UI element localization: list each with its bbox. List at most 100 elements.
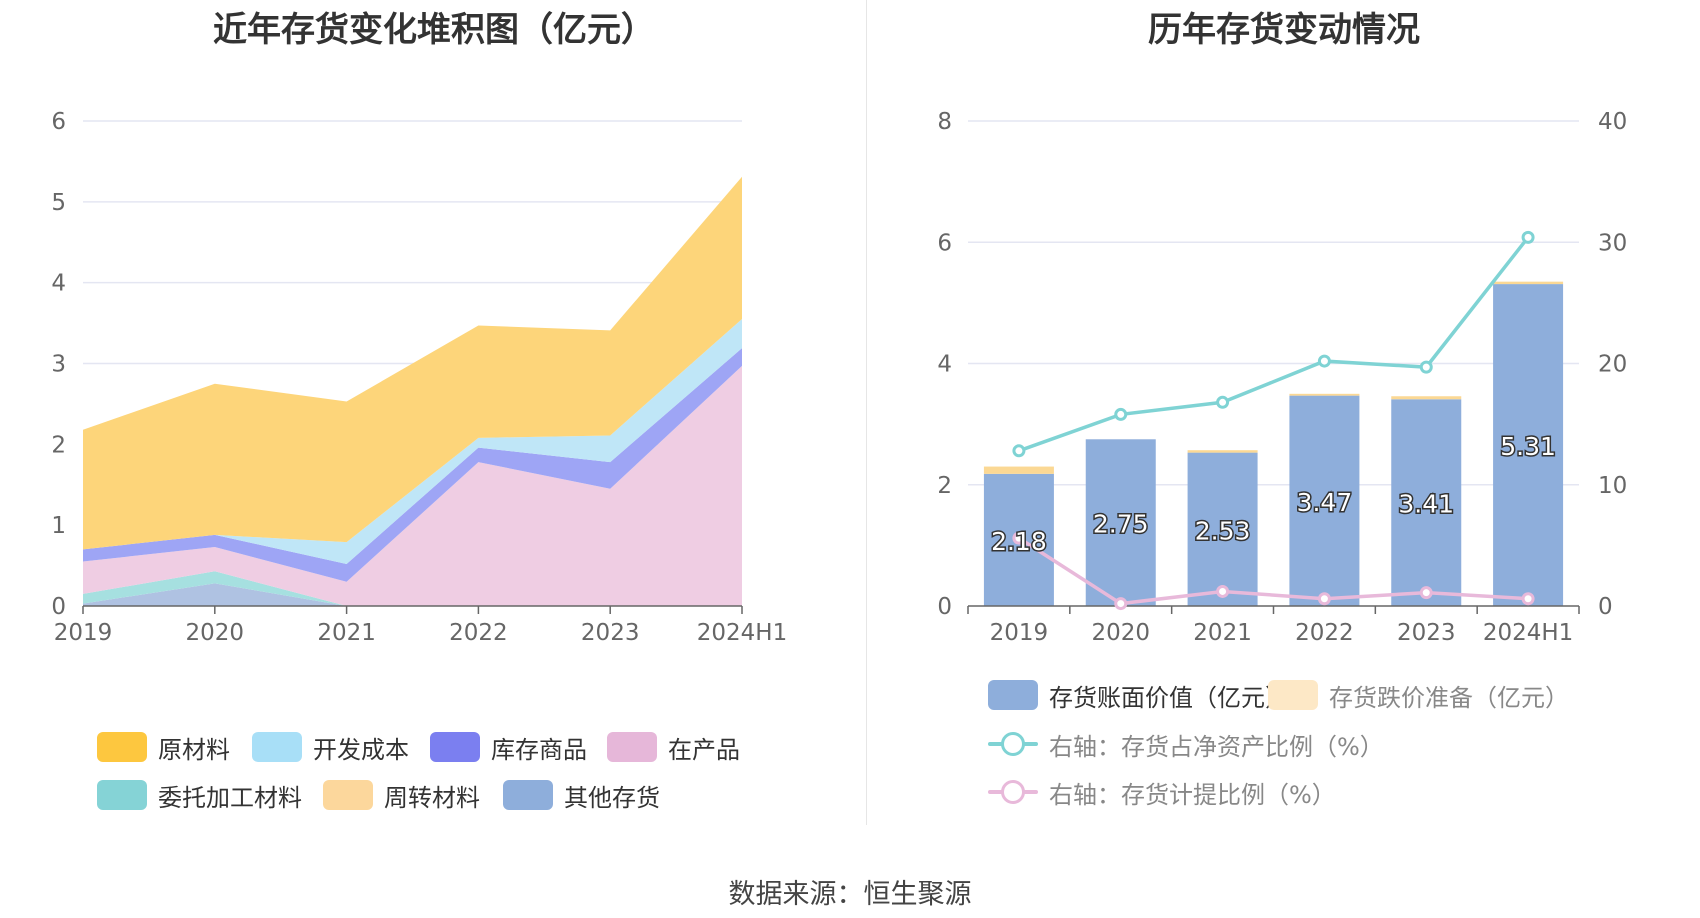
bar-book-value: [1085, 439, 1156, 606]
y-tick-label: 2: [51, 432, 66, 458]
bar-book-value: [1187, 452, 1258, 606]
y-left-tick-label: 8: [937, 109, 952, 135]
legend-swatch: [97, 732, 147, 762]
bar-impairment-reserve: [983, 466, 1054, 474]
legend-item-右轴-存货占净资产比例[interactable]: 右轴：存货占净资产比例（%）: [988, 727, 1384, 761]
bar-value-label: 3.47: [1297, 488, 1353, 517]
bar-impairment-reserve: [1187, 450, 1258, 453]
area-库存商品: [83, 348, 742, 582]
y-right-tick-label: 10: [1598, 473, 1627, 499]
y-right-tick-label: 40: [1598, 109, 1627, 135]
legend-label: 周转材料: [384, 783, 480, 812]
legend-label: 原材料: [158, 735, 230, 764]
line-inventory-to-net-assets-point: [1419, 360, 1433, 374]
y-left-tick-label: 2: [937, 473, 952, 499]
line-provision-ratio-point: [1114, 597, 1128, 611]
legend-label: 库存商品: [491, 735, 587, 764]
bar-book-value: [1289, 395, 1360, 606]
legend-swatch: [323, 780, 373, 810]
y-left-tick-label: 6: [937, 230, 952, 256]
y-tick-label: 6: [51, 109, 66, 135]
line-provision-ratio-point: [1216, 584, 1230, 598]
y-tick-label: 3: [51, 352, 66, 378]
legend-swatch: [1268, 680, 1318, 710]
x-tick-label: 2020: [186, 620, 245, 646]
y-left-tick-label: 0: [937, 594, 952, 620]
y-tick-label: 0: [51, 594, 66, 620]
line-provision-ratio-point: [1317, 592, 1331, 606]
line-inventory-to-net-assets: [1018, 236, 1530, 453]
bar-value-label: 3.41: [1398, 490, 1454, 519]
area-开发成本: [83, 319, 742, 564]
y-left-tick-label: 4: [937, 352, 952, 378]
legend-swatch: [252, 732, 302, 762]
legend-swatch: [430, 732, 480, 762]
legend-label: 右轴：存货占净资产比例（%）: [1049, 732, 1384, 761]
right-chart-title: 历年存货变动情况: [1148, 10, 1420, 50]
y-tick-label: 4: [51, 271, 66, 297]
inventory-change-panel: 历年存货变动情况 0 2 4 6 8 0 10 20 30 40 2019 2020 2021 2022 2…: [868, 0, 1700, 830]
legend-swatch: [97, 780, 147, 810]
legend-item-周转材料[interactable]: 周转材料: [323, 778, 480, 812]
legend-swatch: [503, 780, 553, 810]
line-inventory-to-net-assets-point: [1216, 395, 1230, 409]
x-tick-label: 2019: [54, 620, 113, 646]
legend-item-存货跌价准备-亿元[interactable]: 存货跌价准备（亿元）: [1268, 678, 1569, 712]
y-right-tick-label: 20: [1598, 352, 1627, 378]
x-tick-label: 2022: [449, 620, 508, 646]
y-tick-label: 5: [51, 190, 66, 216]
bar-line-combo-chart: 0 2 4 6 8 0 10 20 30 40 2019 2020 2021 2022 2023 2024H1…: [937, 109, 1627, 646]
area-原材料: [83, 176, 742, 550]
legend-swatch: [988, 777, 1038, 807]
bar-value-label: 5.31: [1500, 432, 1556, 461]
line-provision-ratio: [1017, 536, 1529, 606]
left-chart-title: 近年存货变化堆积图（亿元）: [213, 10, 655, 50]
legend-swatch: [988, 680, 1038, 710]
line-provision-ratio-point: [1521, 592, 1535, 606]
x-tick-label: 2024H1: [1483, 620, 1573, 646]
y-tick-label: 1: [51, 513, 66, 539]
x-tick-label: 2022: [1295, 620, 1354, 646]
area-在产品: [83, 365, 742, 606]
legend-label: 右轴：存货计提比例（%）: [1049, 780, 1336, 809]
legend-label: 在产品: [668, 735, 740, 764]
y-right-tick-label: 30: [1598, 230, 1627, 256]
legend-item-委托加工材料[interactable]: 委托加工材料: [97, 778, 302, 812]
area-其他存货: [83, 583, 742, 606]
legend-item-原材料[interactable]: 原材料: [97, 730, 230, 764]
x-tick-label: 2021: [317, 620, 376, 646]
bar-impairment-reserve: [1289, 393, 1360, 396]
x-tick-label: 2023: [1397, 620, 1456, 646]
legend-item-开发成本[interactable]: 开发成本: [252, 730, 409, 764]
bar-impairment-reserve: [1391, 396, 1462, 400]
y-right-tick-label: 0: [1598, 594, 1613, 620]
legend-item-在产品[interactable]: 在产品: [607, 730, 740, 764]
data-source-note: 数据来源：恒生聚源: [728, 879, 972, 910]
x-tick-label: 2021: [1193, 620, 1252, 646]
legend-label: 存货跌价准备（亿元）: [1329, 683, 1569, 712]
line-inventory-to-net-assets-point: [1317, 354, 1331, 368]
legend-item-右轴-存货计提比例[interactable]: 右轴：存货计提比例（%）: [988, 775, 1336, 809]
bar-value-label: 2.18: [991, 527, 1047, 556]
stacked-area-chart: 0 1 2 3 4 5 6 2019 2020 2021 2022 2023 2024H1: [51, 109, 787, 646]
bar-value-label: 2.75: [1093, 510, 1149, 539]
legend-label: 开发成本: [313, 735, 409, 764]
legend-label: 其他存货: [564, 783, 660, 812]
legend-item-存货账面价值-亿元[interactable]: 存货账面价值（亿元）: [988, 678, 1289, 712]
x-tick-label: 2023: [581, 620, 640, 646]
x-tick-label: 2019: [990, 620, 1049, 646]
inventory-stacked-area-panel: 近年存货变化堆积图（亿元） 0 1 2 3 4 5 6 2019 2020 2021 2022 202…: [0, 0, 868, 830]
legend-swatch: [607, 732, 657, 762]
legend-item-其他存货[interactable]: 其他存货: [503, 778, 660, 812]
line-provision-ratio-point: [1419, 586, 1433, 600]
x-tick-label: 2024H1: [697, 620, 787, 646]
x-tick-label: 2020: [1091, 620, 1150, 646]
bar-value-label: 2.53: [1195, 516, 1251, 545]
line-inventory-to-net-assets-point: [1521, 230, 1535, 244]
bar-impairment-reserve: [1493, 281, 1564, 285]
legend-label: 委托加工材料: [158, 783, 302, 812]
bar-book-value: [1493, 284, 1564, 606]
legend-item-库存商品[interactable]: 库存商品: [430, 730, 587, 764]
line-inventory-to-net-assets-point: [1012, 444, 1026, 458]
line-provision-ratio-point: [1012, 531, 1026, 545]
